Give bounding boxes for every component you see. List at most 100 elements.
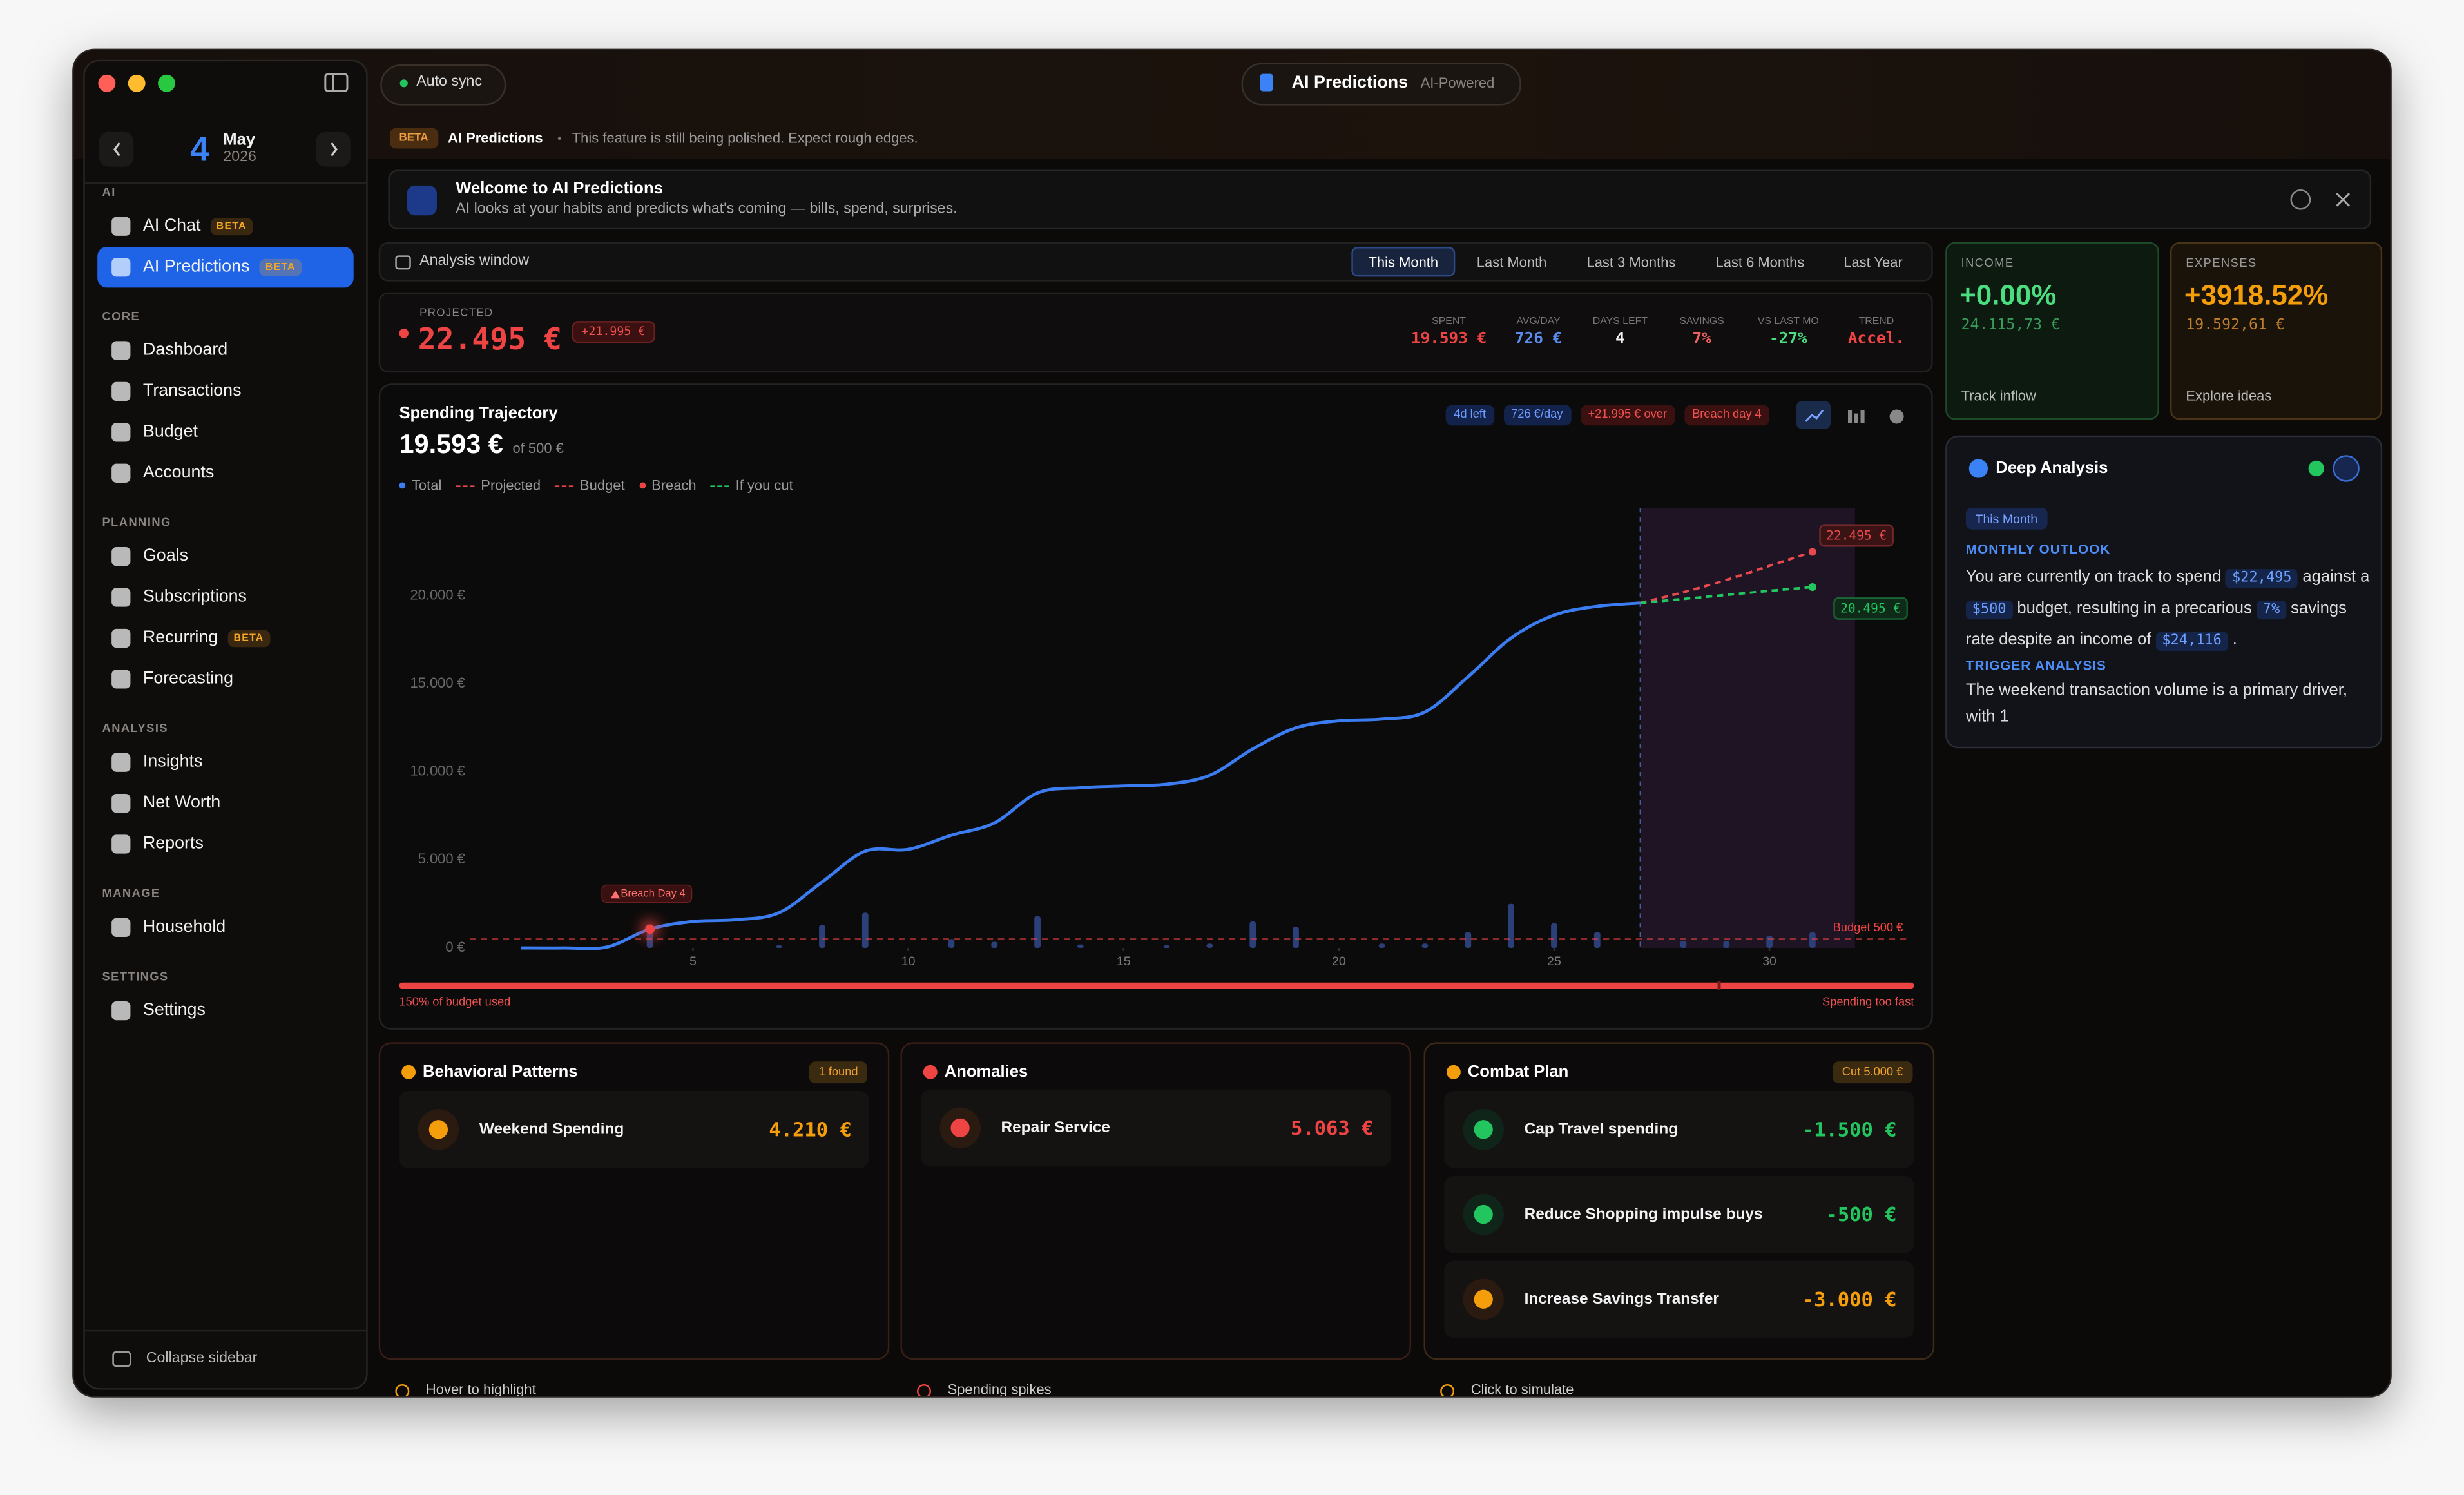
deep-analysis-title: Deep Analysis: [1996, 459, 2108, 478]
income-label: INCOME: [1961, 255, 2014, 270]
stat-label: AVG/DAY: [1516, 316, 1561, 328]
outlook-text: You are currently on track to spend $22,…: [1965, 563, 2378, 657]
trajectory-chip: 4d left: [1446, 405, 1494, 425]
legend-item: Budget: [555, 477, 625, 494]
budget-usage-bar: [399, 982, 1914, 989]
window-option[interactable]: Last Month: [1476, 254, 1547, 271]
collapse-sidebar[interactable]: Collapse sidebar: [146, 1349, 258, 1367]
expenses-link[interactable]: Explore ideas: [2186, 388, 2272, 404]
projected-delta: +21.995 €: [572, 321, 655, 343]
stat-label: DAYS LEFT: [1592, 316, 1648, 328]
nav-badge: BETA: [210, 218, 253, 235]
trajectory-total: 19.593 € of 500 €: [399, 430, 563, 461]
nav-item[interactable]: Recurring BETA: [142, 628, 271, 648]
nav-item[interactable]: AI Chat BETA: [143, 217, 253, 236]
auto-sync-pill[interactable]: [380, 64, 506, 106]
stat-value: Accel.: [1847, 330, 1905, 348]
legend-label: If you cut: [735, 477, 793, 494]
stat-label: VS LAST MO: [1757, 316, 1819, 328]
nav-label: Dashboard: [142, 340, 228, 360]
nav-item[interactable]: Settings: [143, 1001, 206, 1021]
line-view-button[interactable]: [1796, 401, 1831, 429]
stat-label: SAVINGS: [1679, 316, 1724, 328]
selected-option: [1351, 247, 1456, 277]
window-option[interactable]: Last Year: [1843, 254, 1903, 271]
window-option[interactable]: This Month: [1368, 254, 1439, 271]
nav-item[interactable]: Dashboard: [143, 341, 227, 361]
notice-title: AI Predictions: [448, 130, 543, 146]
nav-item[interactable]: Budget: [143, 422, 198, 442]
trigger-text: The weekend transaction volume is a prim…: [1965, 680, 2347, 727]
panel-item[interactable]: [921, 1089, 1391, 1167]
nav-label: Recurring: [142, 628, 218, 648]
nav-item[interactable]: Forecasting: [143, 669, 233, 689]
nav-item[interactable]: Reports: [143, 834, 204, 854]
income-link[interactable]: Track inflow: [1961, 388, 2036, 404]
nav-label: Insights: [142, 752, 203, 772]
app-window: 4 May 2026 AI AI Chat BETA AI Predictions BETA C…: [72, 48, 2392, 1398]
nav-item[interactable]: Transactions: [143, 381, 242, 401]
nav-item[interactable]: AI Predictions BETA: [143, 257, 302, 277]
nav-item[interactable]: Insights: [143, 753, 202, 773]
section-label: AI: [102, 185, 116, 200]
stat-value: 19.593 €: [1410, 330, 1487, 348]
legend-label: Total: [411, 477, 442, 494]
panel-item[interactable]: [1444, 1175, 1914, 1253]
panel-item[interactable]: [1444, 1260, 1914, 1338]
panel-item[interactable]: [1444, 1091, 1914, 1168]
panel-footer: Click to simulate: [1470, 1381, 1574, 1398]
income-amount: 24.115,73 €: [1961, 316, 2061, 334]
nav-item[interactable]: Accounts: [143, 463, 214, 483]
nav-label: Reports: [142, 834, 204, 853]
section-label: SETTINGS: [102, 969, 169, 984]
item-amount: -3.000 €: [1802, 1286, 1897, 1310]
nav-label: Accounts: [142, 463, 215, 483]
nav-label: AI Predictions: [142, 257, 250, 276]
date-year: 2026: [223, 148, 256, 166]
expenses-label: EXPENSES: [2186, 255, 2257, 270]
window-option[interactable]: Last 3 Months: [1586, 254, 1676, 271]
highlight: 7%: [2257, 600, 2286, 620]
nav-label: Net Worth: [142, 793, 221, 813]
analysis-window-label: Analysis window: [419, 252, 530, 270]
projected-label: PROJECTED: [419, 308, 494, 320]
welcome-title: Welcome to AI Predictions: [456, 179, 663, 198]
trajectory-title: Spending Trajectory: [399, 403, 558, 423]
stat-value: 7%: [1692, 330, 1711, 348]
panel-title: Behavioral Patterns: [423, 1063, 578, 1082]
nav-item[interactable]: Goals: [143, 546, 188, 566]
panel-title: Combat Plan: [1467, 1063, 1569, 1082]
welcome-card: [388, 169, 2372, 230]
legend-label: Projected: [481, 477, 541, 494]
nav-label: Transactions: [142, 381, 242, 401]
item-label: Increase Savings Transfer: [1524, 1290, 1719, 1308]
expenses-value: +3918.52%: [2184, 279, 2329, 311]
highlight: $22,495: [2226, 569, 2298, 588]
legend-item: Projected: [456, 477, 541, 494]
legend-item: Breach: [639, 477, 697, 494]
text: budget, resulting in a precarious: [2017, 599, 2252, 618]
nav-label: Subscriptions: [142, 587, 247, 606]
item-label: Cap Travel spending: [1524, 1120, 1679, 1138]
panel-item[interactable]: [399, 1091, 869, 1168]
item-amount: -1.500 €: [1802, 1116, 1897, 1141]
window-option[interactable]: Last 6 Months: [1715, 254, 1805, 271]
nav-item[interactable]: Subscriptions: [143, 588, 247, 608]
prev-month-button[interactable]: [99, 131, 134, 167]
insight-panel: [378, 1042, 890, 1360]
nav-item[interactable]: Household: [143, 918, 226, 938]
text: savings rate despite an income of: [1965, 599, 2347, 650]
stat-label: SPENT: [1432, 316, 1466, 328]
footer-icon: [917, 1384, 931, 1396]
text: against a: [2302, 567, 2370, 586]
usage-warning: Spending too fast: [1822, 994, 1914, 1009]
item-amount: -500 €: [1825, 1201, 1897, 1226]
trajectory-chip: 726 €/day: [1503, 405, 1571, 425]
nav-item[interactable]: Net Worth: [143, 793, 220, 813]
nav-label: Budget: [142, 422, 198, 441]
stat-label: TREND: [1858, 316, 1894, 328]
trajectory-chip: +21.995 € over: [1580, 405, 1675, 425]
next-month-button[interactable]: [316, 131, 351, 167]
item-amount: 5.063 €: [1290, 1115, 1374, 1139]
